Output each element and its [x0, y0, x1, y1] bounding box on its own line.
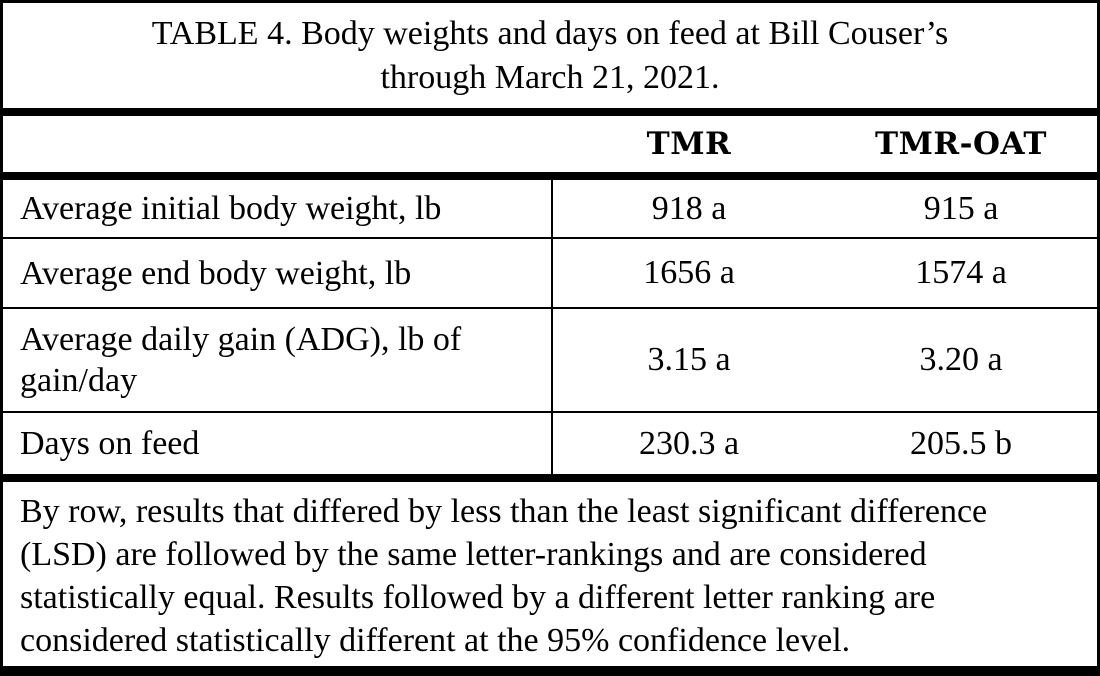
row-label: Average initial body weight, lb [3, 180, 553, 237]
rule-above-footnote [3, 474, 1097, 482]
table-row: Average end body weight, lb 1656 a 1574 … [3, 239, 1097, 309]
table-caption: TABLE 4. Body weights and days on feed a… [3, 3, 1097, 108]
tmr-oat-value: 205.5 b [910, 424, 1012, 462]
table-header-row: TMR TMR-OAT [3, 116, 1097, 172]
tmr-oat-value: 1574 a [915, 254, 1007, 291]
table-row: Average initial body weight, lb 918 a 91… [3, 180, 1097, 239]
tmr-value: 918 a [651, 189, 727, 227]
tmr-value: 1656 a [643, 254, 735, 291]
tmr-value: 3.15 a [647, 341, 731, 378]
table-footnote: By row, results that differed by less th… [20, 493, 988, 659]
row-label: Average daily gain (ADG), lb of gain/day [3, 309, 553, 411]
table-row: Average daily gain (ADG), lb of gain/day… [3, 309, 1097, 413]
column-header-tmr: TMR [646, 126, 732, 162]
table-caption-line1: TABLE 4. Body weights and days on feed a… [151, 14, 949, 52]
row-label: Average end body weight, lb [3, 239, 553, 307]
tmr-value: 230.3 a [638, 424, 740, 462]
table-row: Days on feed 230.3 a 205.5 b [3, 413, 1097, 474]
tmr-oat-value: 915 a [923, 189, 999, 227]
table-body: Average initial body weight, lb 918 a 91… [3, 180, 1097, 474]
rule-below-header [3, 172, 1097, 180]
row-label: Days on feed [3, 413, 553, 474]
rule-below-title [3, 108, 1097, 116]
column-header-tmr-oat: TMR-OAT [875, 126, 1047, 162]
tmr-oat-value: 3.20 a [919, 341, 1003, 378]
table-caption-line2: through March 21, 2021. [380, 58, 720, 96]
